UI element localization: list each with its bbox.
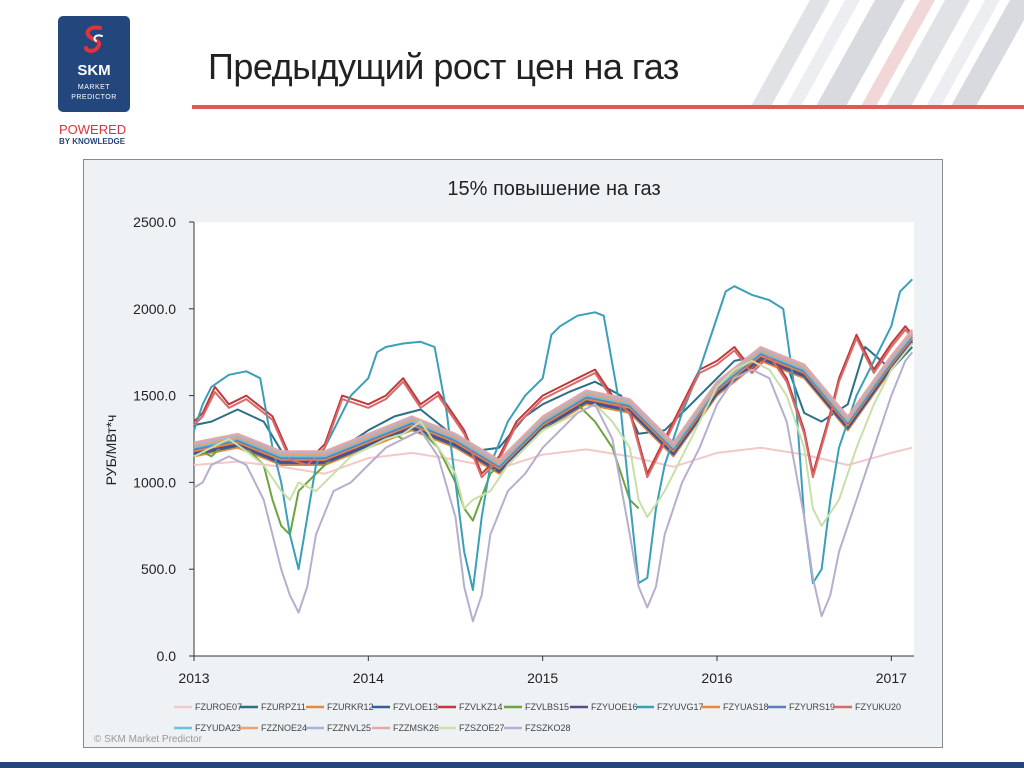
legend-item-fzuroe07: FZUROE07: [174, 702, 242, 712]
series-line-fzurkr12: [193, 342, 914, 475]
legend-label: FZURPZ11: [261, 702, 306, 712]
legend-label: FZYUDA23: [195, 723, 241, 733]
copyright: © SKM Market Predictor: [94, 734, 202, 745]
series-line-fzyuda23: [193, 334, 914, 466]
legend-label: FZSZKO28: [525, 723, 571, 733]
x-tick-label: 2015: [527, 670, 558, 686]
page-title: Предыдущий рост цен на газ: [208, 46, 679, 87]
x-tick-label: 2017: [876, 670, 907, 686]
legend-item-fzzmsk26: FZZMSK26: [372, 723, 439, 733]
y-tick-label: 2500.0: [133, 214, 176, 230]
legend: FZUROE07 FZURPZ11 FZURKR12 FZVLOE13 FZVLKZ14…: [174, 702, 901, 733]
logo: SKM MARKET PREDICTOR: [58, 16, 130, 112]
y-axis: 0.0 500.0 1000.0 1500.0 2000.0 2500.0: [133, 214, 195, 664]
by-knowledge-text: BY KNOWLEDGE: [59, 137, 126, 146]
y-axis-label: РУБ/МВт*ч: [103, 415, 119, 486]
legend-label: FZVLKZ14: [459, 702, 503, 712]
legend-item-fzznvl25: FZZNVL25: [306, 723, 371, 733]
legend-label: FZZNVL25: [327, 723, 371, 733]
series-line-fzyurs19: [193, 335, 914, 468]
series-line-fzyuas18: [193, 337, 914, 470]
series-line-fzznoe24: [193, 332, 914, 465]
legend-label: FZYUKU20: [855, 702, 901, 712]
series-line-fzyuku20: [193, 328, 914, 479]
y-tick-label: 0.0: [157, 648, 177, 664]
legend-item-fzyuku20: FZYUKU20: [834, 702, 901, 712]
brand-line2: PREDICTOR: [71, 94, 117, 101]
title-underline: [192, 105, 1024, 109]
legend-item-fzvlkz14: FZVLKZ14: [438, 702, 503, 712]
legend-item-fzvlbs15: FZVLBS15: [504, 702, 569, 712]
legend-label: FZURKR12: [327, 702, 374, 712]
legend-label: FZZMSK26: [393, 723, 439, 733]
legend-label: FZYUOE16: [591, 702, 638, 712]
series-lines: [193, 278, 914, 623]
legend-item-fzszoe27: FZSZOE27: [438, 723, 505, 733]
series-line-fzszoe27: [193, 342, 914, 527]
legend-label: FZYURS19: [789, 702, 835, 712]
legend-item-fzyuda23: FZYUDA23: [174, 723, 241, 733]
x-tick-label: 2013: [178, 670, 209, 686]
legend-label: FZZNOE24: [261, 723, 307, 733]
brand-name: SKM: [77, 62, 111, 79]
line-chart: 15% повышение на газ РУБ/МВт*ч 0.0 500.0 1…: [103, 178, 914, 733]
y-tick-label: 2000.0: [133, 301, 176, 317]
legend-item-fzurkr12: FZURKR12: [306, 702, 374, 712]
chart-panel: 15% повышение на газ РУБ/МВт*ч 0.0 500.0 1…: [83, 159, 943, 748]
series-line-fzyuvg17: [193, 278, 914, 591]
plot-area: [194, 222, 914, 656]
legend-item-fzznoe24: FZZNOE24: [240, 723, 307, 733]
powered-text: POWERED: [59, 122, 127, 137]
legend-label: FZUROE07: [195, 702, 242, 712]
legend-label: FZYUVG17: [657, 702, 704, 712]
x-axis: 2013 2014 2015 2016 2017: [178, 655, 914, 686]
decorative-stripes: [750, 0, 1024, 108]
legend-item-fzyuoe16: FZYUOE16: [570, 702, 638, 712]
y-tick-label: 1500.0: [133, 388, 176, 404]
legend-label: FZYUAS18: [723, 702, 769, 712]
legend-item-fzyuas18: FZYUAS18: [702, 702, 769, 712]
legend-item-fzyuvg17: FZYUVG17: [636, 702, 704, 712]
skm-logo-icon: [84, 25, 103, 53]
y-tick-label: 500.0: [141, 561, 176, 577]
brand-line1: MARKET: [77, 84, 111, 91]
series-line-fzzmsk26: [193, 328, 914, 461]
legend-label: FZVLBS15: [525, 702, 569, 712]
legend-item-fzvloe13: FZVLOE13: [372, 702, 438, 712]
x-tick-label: 2014: [353, 670, 384, 686]
chart-title: 15% повышение на газ: [447, 178, 660, 200]
series-line-fzznvl25: [193, 330, 914, 463]
legend-item-fzszko28: FZSZKO28: [504, 723, 571, 733]
series-line-fzszko28: [193, 351, 914, 623]
y-tick-label: 1000.0: [133, 474, 176, 490]
bottom-bar: [0, 762, 1024, 768]
x-tick-label: 2016: [701, 670, 732, 686]
legend-item-fzyurs19: FZYURS19: [768, 702, 835, 712]
legend-item-fzurpz11: FZURPZ11: [240, 702, 306, 712]
legend-label: FZSZOE27: [459, 723, 505, 733]
legend-label: FZVLOE13: [393, 702, 438, 712]
